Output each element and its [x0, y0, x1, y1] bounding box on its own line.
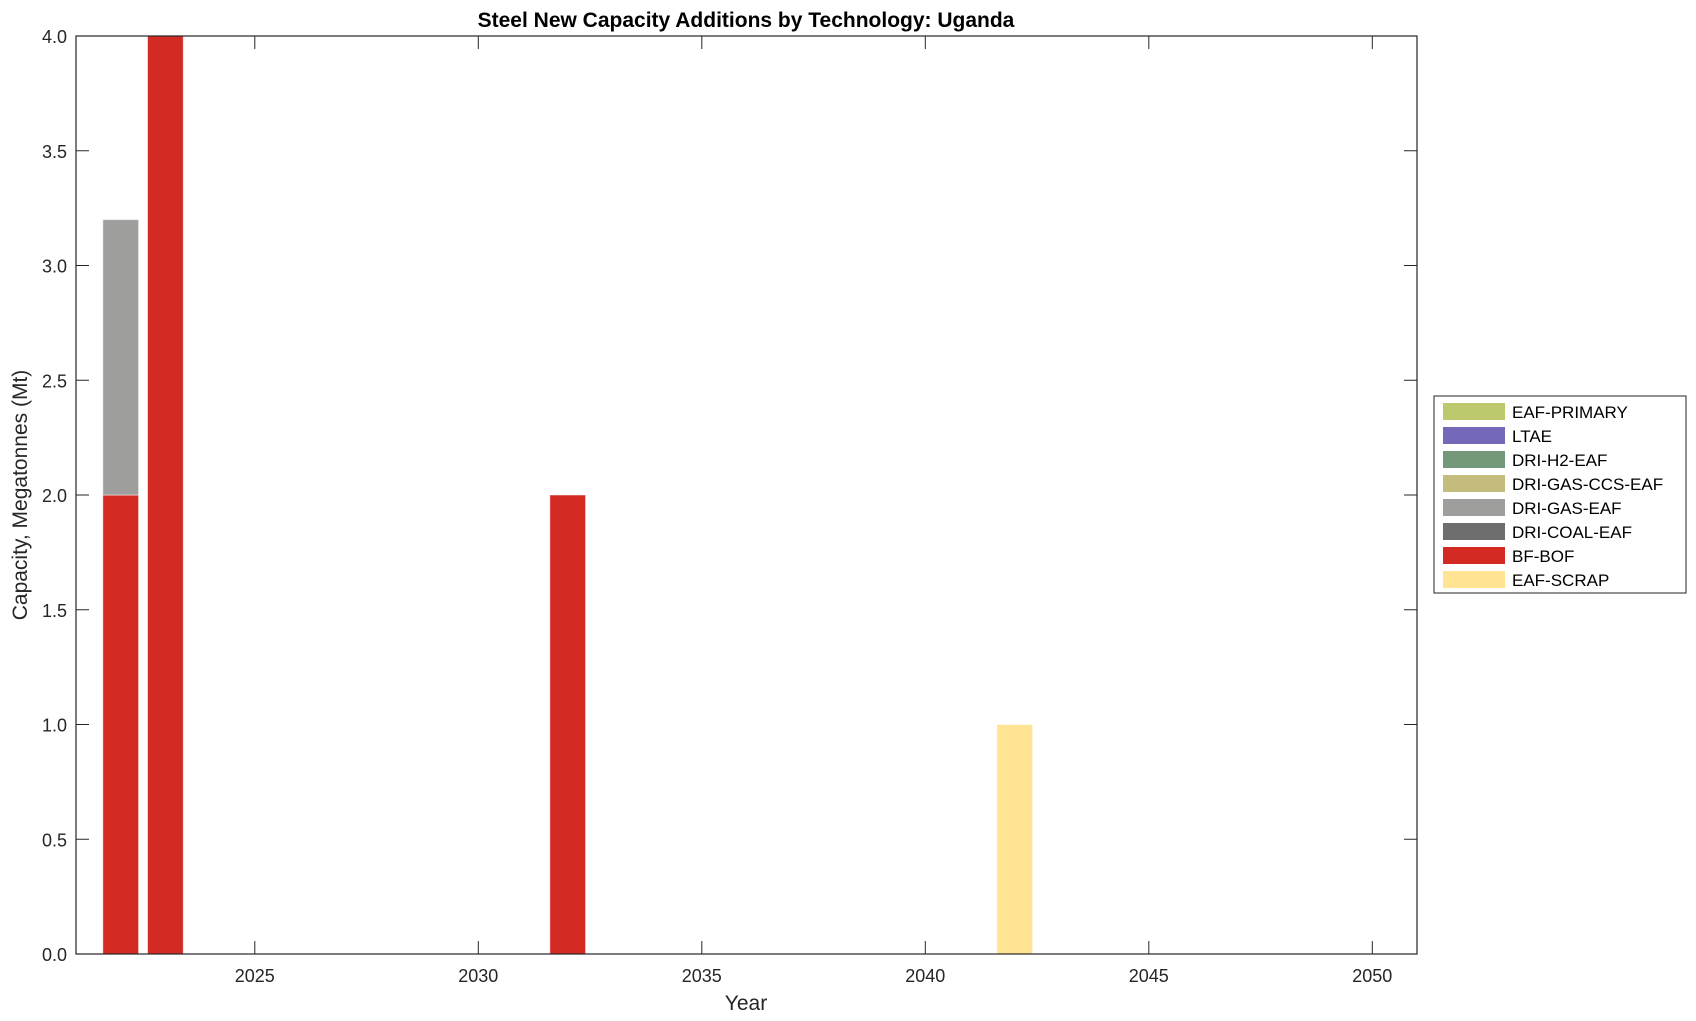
y-tick-label: 2.5: [42, 371, 67, 391]
bar-dri-gas-eaf-2022: [102, 219, 140, 496]
legend-swatch-eaf-scrap: [1443, 571, 1505, 588]
y-tick-label: 4.0: [42, 27, 67, 47]
legend-label: EAF-PRIMARY: [1512, 403, 1628, 422]
legend-swatch-dri-coal-eaf: [1443, 523, 1505, 540]
legend-label: DRI-GAS-CCS-EAF: [1512, 475, 1663, 494]
y-tick-label: 0.5: [42, 830, 67, 850]
legend: EAF-PRIMARY LTAE DRI-H2-EAF DRI-GAS-CCS-EAF…: [1433, 395, 1687, 594]
y-tick-label: 3.5: [42, 142, 67, 162]
legend-label: DRI-GAS-EAF: [1512, 499, 1622, 518]
axes: 2025 2030 2035 2040 2045 2050 0.0 0.5 1.0 1.5 2.0 2…: [42, 27, 1418, 986]
legend-label: LTAE: [1512, 427, 1552, 446]
bars: [102, 35, 1034, 955]
y-tick-label: 2.0: [42, 486, 67, 506]
plot-frame: [75, 35, 1418, 955]
legend-label: DRI-COAL-EAF: [1512, 523, 1632, 542]
y-tick-label: 3.0: [42, 257, 67, 277]
y-axis-label: Capacity, Megatonnes (Mt): [9, 370, 32, 621]
x-tick-label: 2030: [458, 966, 498, 986]
y-tick-label: 0.0: [42, 945, 67, 965]
y-tick-label: 1.0: [42, 716, 67, 736]
x-tick-label: 2035: [682, 966, 722, 986]
legend-swatch-ltae: [1443, 427, 1505, 444]
legend-swatch-dri-gas-ccs-eaf: [1443, 475, 1505, 492]
y-tick-label: 1.5: [42, 601, 67, 621]
legend-swatch-dri-h2-eaf: [1443, 451, 1505, 468]
legend-swatch-bf-bof: [1443, 547, 1505, 564]
x-tick-label: 2050: [1352, 966, 1392, 986]
legend-label: DRI-H2-EAF: [1512, 451, 1607, 470]
legend-label: EAF-SCRAP: [1512, 571, 1609, 590]
legend-label: BF-BOF: [1512, 547, 1574, 566]
bar-eaf-scrap-2042: [996, 724, 1034, 955]
bar-bf-bof-2022: [102, 494, 140, 955]
bar-bf-bof-2032: [549, 494, 587, 955]
legend-swatch-dri-gas-eaf: [1443, 499, 1505, 516]
x-axis-label: Year: [725, 992, 767, 1015]
chart-title: Steel New Capacity Additions by Technolo…: [478, 9, 1015, 32]
x-tick-label: 2040: [905, 966, 945, 986]
x-tick-label: 2025: [235, 966, 275, 986]
bar-bf-bof-2023: [147, 35, 184, 955]
legend-swatch-eaf-primary: [1443, 403, 1505, 420]
x-tick-label: 2045: [1129, 966, 1169, 986]
